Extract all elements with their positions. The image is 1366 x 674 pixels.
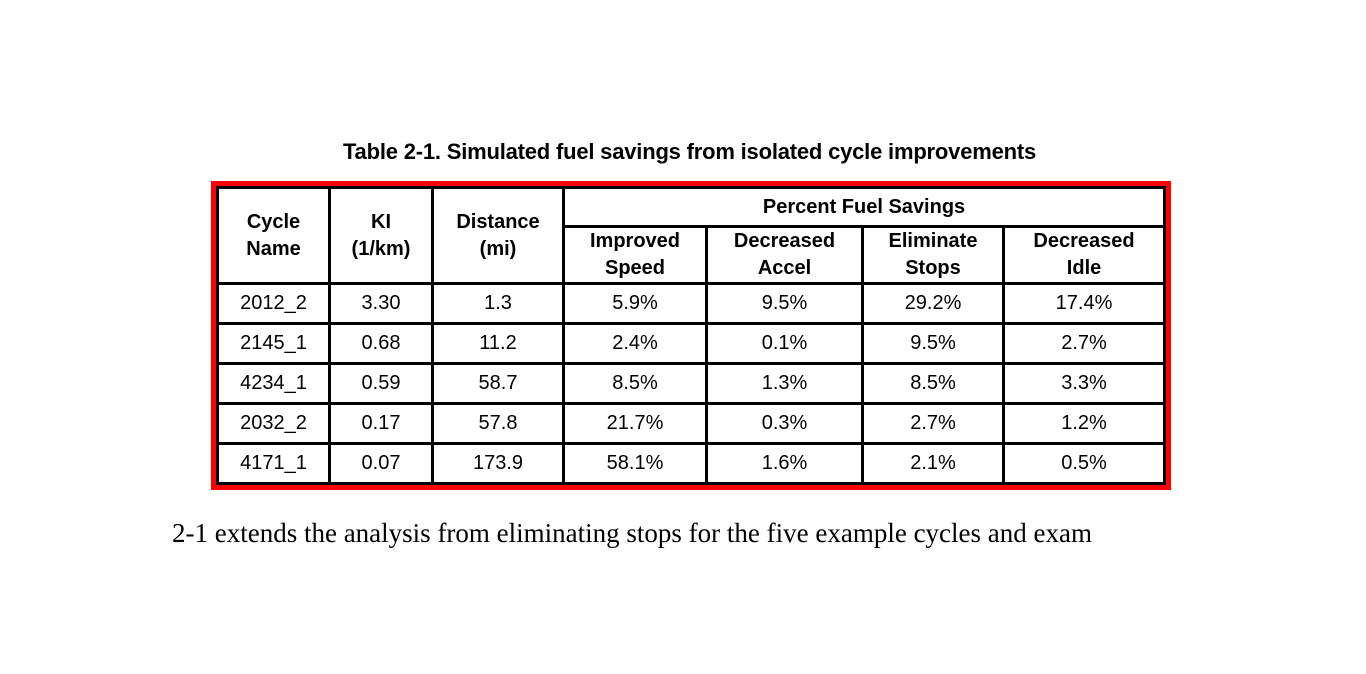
table-cell: 9.5% bbox=[861, 322, 1005, 365]
table-row: 2012_2 3.30 1.3 5.9% 9.5% 29.2% 17.4% bbox=[216, 282, 1167, 325]
table-cell: 4171_1 bbox=[216, 442, 331, 485]
table-cell: 0.17 bbox=[328, 402, 434, 445]
table-cell: 0.1% bbox=[705, 322, 864, 365]
header-cell-cycle-name: Cycle Name bbox=[216, 186, 331, 285]
table-cell: 58.1% bbox=[562, 442, 708, 485]
table-row: 4171_1 0.07 173.9 58.1% 1.6% 2.1% 0.5% bbox=[216, 442, 1167, 485]
table-cell: 0.07 bbox=[328, 442, 434, 485]
header-cell-improved-speed: Improved Speed bbox=[562, 225, 708, 285]
header-row-group: Cycle Name KI (1/km) Distance (mi) Perce… bbox=[216, 186, 1167, 285]
table-cell: 0.59 bbox=[328, 362, 434, 405]
table-cell: 2.1% bbox=[861, 442, 1005, 485]
table-cell: 1.3% bbox=[705, 362, 864, 405]
header-cell-ki: KI (1/km) bbox=[328, 186, 434, 285]
body-paragraph: 2-1 extends the analysis from eliminatin… bbox=[172, 518, 1092, 548]
table-cell: 2.4% bbox=[562, 322, 708, 365]
table-cell: 8.5% bbox=[562, 362, 708, 405]
table-caption: Table 2-1. Simulated fuel savings from i… bbox=[342, 139, 1037, 164]
table-cell: 0.5% bbox=[1001, 442, 1167, 485]
table-cell: 11.2 bbox=[431, 322, 565, 365]
table-cell: 2145_1 bbox=[216, 322, 331, 365]
table-cell: 4234_1 bbox=[216, 362, 331, 405]
table-cell: 2.7% bbox=[1001, 322, 1167, 365]
table-cell: 0.3% bbox=[705, 402, 864, 445]
header-row-sub: Improved Speed Decreased Accel Eliminate… bbox=[218, 225, 1167, 285]
table-cell: 2.7% bbox=[861, 402, 1005, 445]
header-cell-decreased-accel: Decreased Accel bbox=[705, 225, 864, 285]
table-cell: 5.9% bbox=[562, 282, 708, 325]
header-cell-eliminate-stops: Eliminate Stops bbox=[861, 225, 1005, 285]
table-cell: 3.3% bbox=[1001, 362, 1167, 405]
table-cell: 17.4% bbox=[1001, 282, 1167, 325]
table-cell: 173.9 bbox=[431, 442, 565, 485]
table-cell: 1.2% bbox=[1001, 402, 1167, 445]
table-cell: 21.7% bbox=[562, 402, 708, 445]
table-row: 4234_1 0.59 58.7 8.5% 1.3% 8.5% 3.3% bbox=[216, 362, 1167, 405]
table-cell: 8.5% bbox=[861, 362, 1005, 405]
table-cell: 29.2% bbox=[861, 282, 1005, 325]
table-row: 2145_1 0.68 11.2 2.4% 0.1% 9.5% 2.7% bbox=[216, 322, 1167, 365]
header-cell-decreased-idle: Decreased Idle bbox=[1001, 225, 1167, 285]
fuel-savings-table: Cycle Name KI (1/km) Distance (mi) Perce… bbox=[216, 186, 1167, 485]
header-group-percent-fuel-savings: Percent Fuel Savings bbox=[561, 186, 1167, 228]
table-cell: 2032_2 bbox=[216, 402, 331, 445]
table-cell: 58.7 bbox=[431, 362, 565, 405]
table-cell: 3.30 bbox=[328, 282, 434, 325]
table-cell: 57.8 bbox=[431, 402, 565, 445]
table-cell: 1.3 bbox=[431, 282, 565, 325]
table-cell: 1.6% bbox=[705, 442, 864, 485]
table-row: 2032_2 0.17 57.8 21.7% 0.3% 2.7% 1.2% bbox=[216, 402, 1167, 445]
table-cell: 9.5% bbox=[705, 282, 864, 325]
table-cell: 0.68 bbox=[328, 322, 434, 365]
table-cell: 2012_2 bbox=[216, 282, 331, 325]
header-cell-distance: Distance (mi) bbox=[431, 186, 565, 285]
highlighted-table-region: Cycle Name KI (1/km) Distance (mi) Perce… bbox=[211, 181, 1172, 490]
